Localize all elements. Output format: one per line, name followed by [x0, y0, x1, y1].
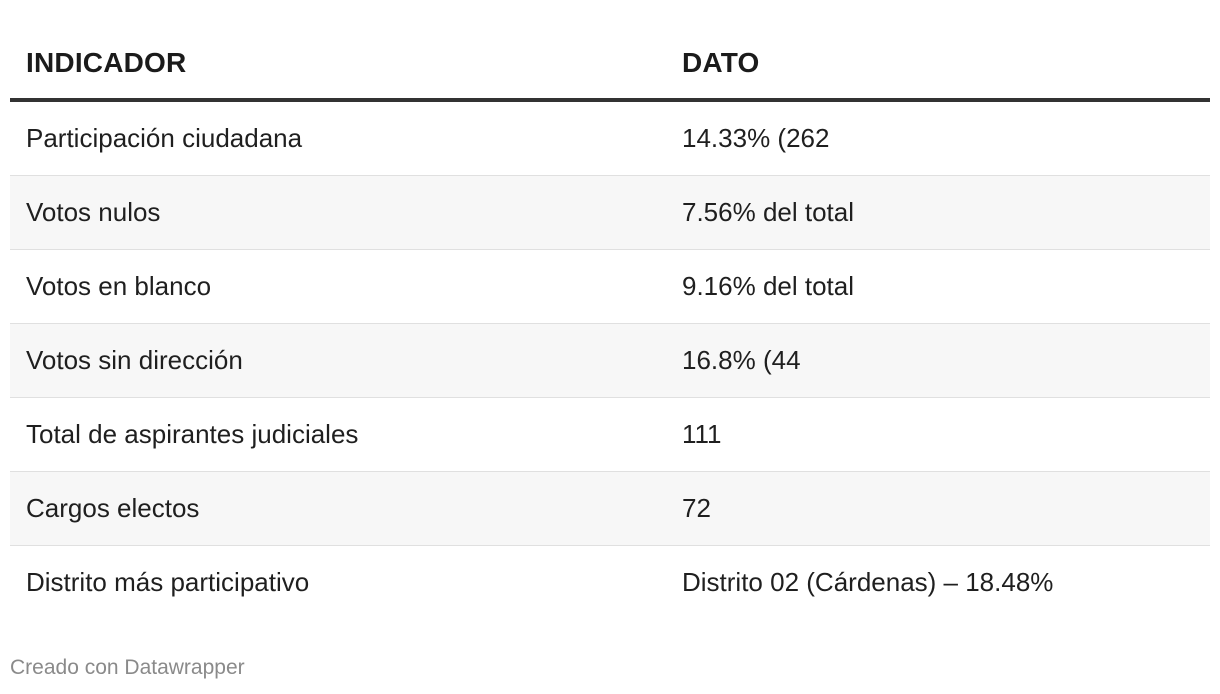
data-table: INDICADOR DATO Participación ciudadana 1… — [10, 28, 1210, 619]
datawrapper-credit: Creado con Datawrapper — [10, 656, 245, 679]
table-row: Votos sin dirección 16.8% (44 — [10, 323, 1210, 398]
indicator-cell: Total de aspirantes judiciales — [10, 397, 666, 472]
indicator-cell: Cargos electos — [10, 471, 666, 546]
value-cell: 72 — [666, 471, 1210, 546]
table-header: INDICADOR DATO — [10, 28, 1210, 102]
column-header-dato: DATO — [666, 28, 1210, 102]
column-header-indicador: INDICADOR — [10, 28, 666, 102]
table-row: Cargos electos 72 — [10, 471, 1210, 546]
indicator-cell: Votos nulos — [10, 175, 666, 250]
header-row: INDICADOR DATO — [10, 28, 1210, 102]
value-cell: 111 — [666, 397, 1210, 472]
value-cell: 14.33% (262 — [666, 100, 1210, 176]
table-body: Participación ciudadana 14.33% (262 Voto… — [10, 100, 1210, 619]
value-cell: 7.56% del total — [666, 175, 1210, 250]
table-row: Distrito más participativo Distrito 02 (… — [10, 546, 1210, 620]
indicator-cell: Votos en blanco — [10, 249, 666, 324]
value-cell: 16.8% (44 — [666, 323, 1210, 398]
indicator-cell: Votos sin dirección — [10, 323, 666, 398]
value-cell: 9.16% del total — [666, 249, 1210, 324]
table-row: Votos en blanco 9.16% del total — [10, 249, 1210, 324]
indicator-cell: Participación ciudadana — [10, 100, 666, 176]
data-table-container: INDICADOR DATO Participación ciudadana 1… — [10, 28, 1210, 619]
value-cell: Distrito 02 (Cárdenas) – 18.48% — [682, 567, 1054, 597]
indicator-cell: Distrito más participativo — [26, 567, 310, 597]
table-row: Votos nulos 7.56% del total — [10, 175, 1210, 250]
table-row: Participación ciudadana 14.33% (262 — [10, 100, 1210, 176]
table-row: Total de aspirantes judiciales 111 — [10, 397, 1210, 472]
